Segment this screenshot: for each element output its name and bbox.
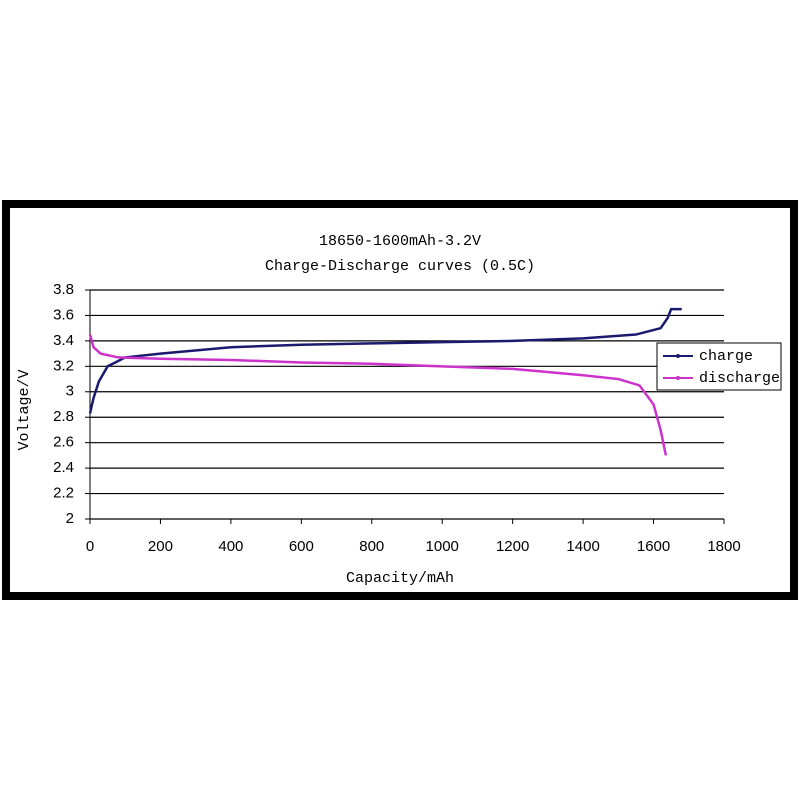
- legend-marker: [676, 354, 680, 358]
- x-tick-label: 1200: [496, 538, 529, 555]
- frame: [2, 200, 798, 600]
- x-tick-label: 1000: [426, 538, 459, 555]
- x-tick-label: 600: [289, 538, 314, 555]
- y-tick-label: 3.2: [53, 357, 74, 374]
- x-tick-label: 1600: [637, 538, 670, 555]
- x-tick-label: 1400: [566, 538, 599, 555]
- y-tick-label: 2.4: [53, 459, 74, 476]
- x-tick-label: 200: [148, 538, 173, 555]
- y-tick-label: 2.6: [53, 434, 74, 451]
- legend-label: discharge: [699, 370, 780, 387]
- chart-subtitle: Charge-Discharge curves (0.5C): [265, 258, 535, 275]
- y-tick-label: 2.8: [53, 408, 74, 425]
- x-tick-label: 400: [218, 538, 243, 555]
- x-tick-label: 1800: [707, 538, 740, 555]
- legend-box: [656, 342, 782, 391]
- chart-title: 18650-1600mAh-3.2V: [319, 233, 481, 250]
- x-axis-label: Capacity/mAh: [346, 570, 454, 587]
- legend-marker: [676, 376, 680, 380]
- y-tick-label: 3.4: [53, 332, 74, 349]
- y-axis-label: Voltage/V: [16, 369, 33, 450]
- series-line: [88, 334, 668, 456]
- y-tick-label: 3.8: [53, 281, 74, 298]
- x-tick-label: 800: [359, 538, 384, 555]
- legend-label: charge: [699, 348, 753, 365]
- y-tick-label: 3: [66, 383, 74, 400]
- y-tick-label: 3.6: [53, 306, 74, 323]
- y-tick-label: 2: [66, 510, 74, 527]
- y-tick-label: 2.2: [53, 485, 74, 502]
- x-tick-label: 0: [86, 538, 94, 555]
- series-line: [88, 307, 682, 414]
